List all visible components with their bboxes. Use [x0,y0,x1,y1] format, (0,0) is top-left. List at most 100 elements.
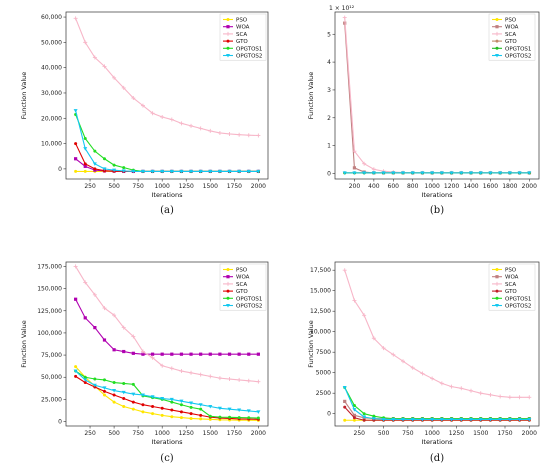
data-point [217,406,222,411]
data-point [227,352,232,356]
data-point [352,418,356,422]
data-point [121,85,126,90]
legend-entry: PSO [236,268,248,274]
data-point [74,157,78,161]
x-tick-label: 1250 [449,430,464,437]
data-point [131,382,135,386]
legend-box [488,13,536,61]
data-point [160,352,164,356]
data-point [92,162,97,166]
x-tick-label: 250 [84,430,96,437]
x-tick-label: 1250 [179,430,194,437]
x-tick-label: 2000 [522,430,537,437]
data-point [401,359,405,364]
legend-marker [495,54,499,58]
data-point [83,164,87,168]
y-tick-label: 7500 [316,349,331,356]
data-point [371,417,376,421]
data-point [131,392,136,397]
series-line [75,298,259,355]
x-tick-label: 1250 [179,183,194,190]
data-point [112,313,117,318]
x-axis-label: Iterations [152,191,184,199]
legend-marker [495,275,499,279]
data-point [102,393,106,397]
data-point [83,169,87,173]
data-point [352,408,357,412]
data-point [160,169,165,174]
data-point [150,352,155,356]
data-point [140,103,145,108]
y-tick-label: 10,000 [41,141,62,148]
data-point [371,171,376,175]
data-point [141,403,145,407]
data-point [170,415,174,419]
data-point [439,171,444,175]
data-point [169,366,174,371]
data-point [199,407,203,411]
data-point [401,171,405,175]
data-point [112,168,117,173]
data-point [342,268,347,273]
data-point [217,169,222,174]
y-tick-label: 2500 [316,390,331,397]
x-tick-label: 600 [388,183,400,190]
chart-panel-3: 250 500 750 1000 1250 1500 1750 2000 0 25,000 50,0… [20,261,269,464]
series-line [344,406,530,421]
data-point [208,414,212,418]
x-tick-label: 800 [407,183,419,190]
data-point [459,386,464,391]
x-tick-label: 2000 [251,183,266,190]
data-point [246,133,251,138]
legend-marker [226,31,230,36]
legend-box [219,13,267,61]
data-point [83,137,87,141]
legend-marker [495,18,499,21]
data-point [122,397,126,401]
data-point [352,298,357,303]
y-tick-label: 0 [327,411,331,418]
data-point [246,378,251,383]
legend-entry: WOA [236,25,250,31]
y-tick-label: 175,000 [37,263,62,270]
y-tick-label: 2 [327,115,331,122]
data-point [74,169,78,173]
data-point [488,171,493,175]
data-point [140,349,145,354]
y-tick-label: 5 [327,31,331,38]
data-point [507,417,512,422]
data-point [169,397,174,402]
data-point [410,171,415,175]
series-line [75,375,259,420]
data-point [92,383,97,388]
data-point [169,169,174,174]
y-axis-label: Function Value [20,320,28,368]
data-point [179,416,183,420]
data-point [352,404,356,407]
data-point [498,394,503,399]
data-point [246,169,251,174]
y-tick-label: 75,000 [41,352,62,359]
data-point [237,352,241,356]
x-tick-label: 1000 [425,430,440,437]
data-point [122,404,126,408]
data-point [371,336,376,341]
data-point [112,348,116,352]
legend-marker [226,25,230,29]
x-tick-label: 1000 [425,183,440,190]
y-tick-label: 3 [327,87,331,94]
panel-label: (d) [430,453,444,464]
data-point [122,349,126,354]
data-point [121,390,126,395]
legend-entry: OPGTOS1 [505,46,531,52]
x-tick-label: 250 [354,430,366,437]
data-point [189,352,193,356]
data-point [74,374,78,378]
data-point [217,130,222,135]
data-point [362,418,366,422]
data-point [102,386,107,390]
data-point [112,75,117,80]
legend-marker [226,18,230,21]
panel-label: (b) [430,205,444,216]
axis-exponent-label: 1 × 10¹² [329,5,355,12]
